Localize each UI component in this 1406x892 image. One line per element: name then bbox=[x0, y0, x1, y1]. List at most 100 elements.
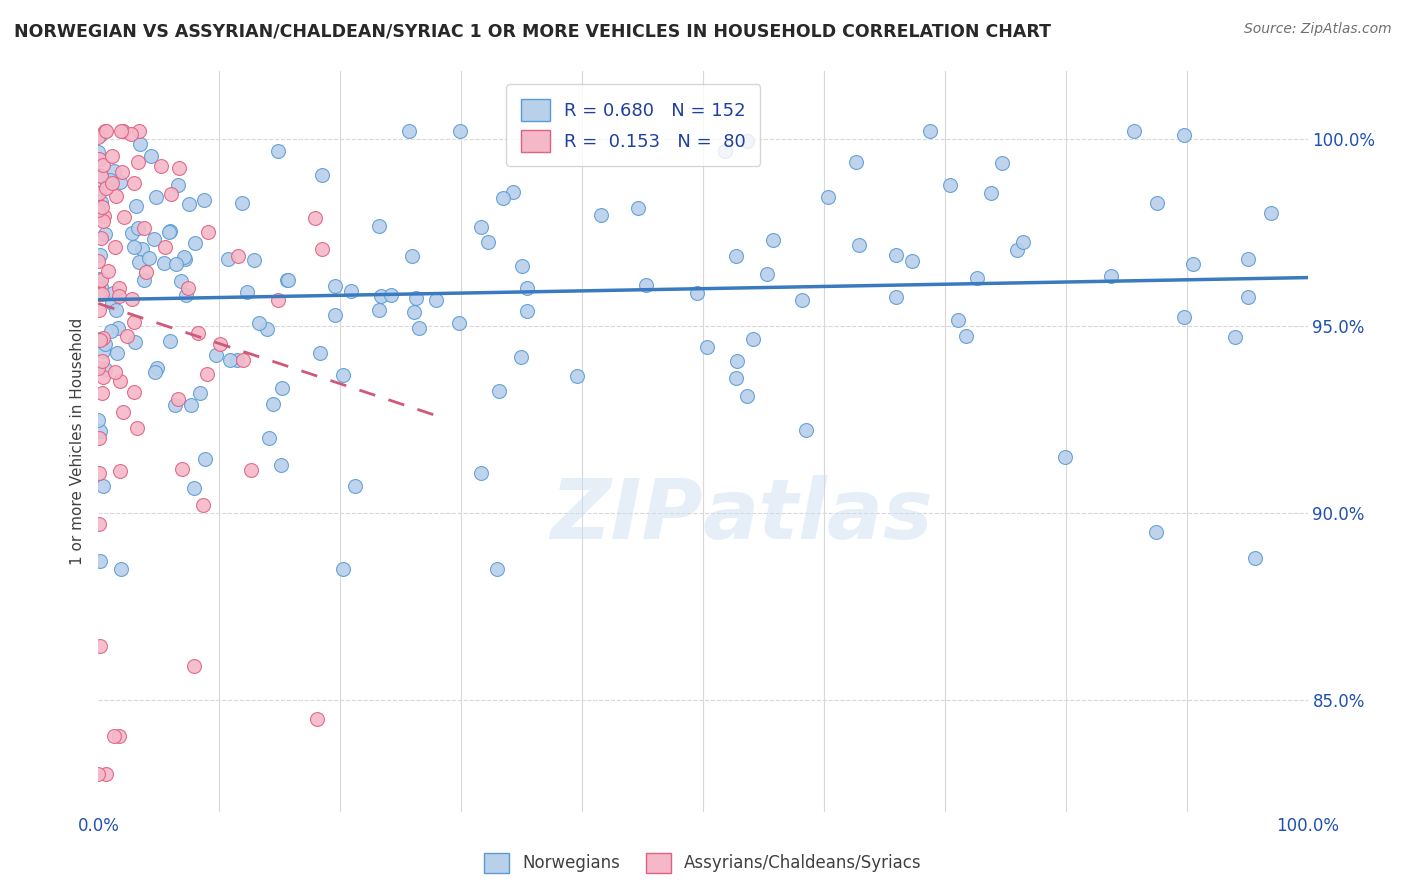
Point bbox=[167, 161, 190, 176]
Point bbox=[159, 334, 181, 349]
Point bbox=[939, 178, 962, 193]
Point bbox=[94, 227, 117, 241]
Point bbox=[1237, 290, 1260, 304]
Point bbox=[1182, 257, 1205, 271]
Point bbox=[91, 214, 114, 228]
Point bbox=[170, 274, 193, 288]
Point bbox=[502, 185, 524, 199]
Point bbox=[87, 302, 110, 317]
Point bbox=[87, 152, 110, 166]
Point bbox=[173, 250, 195, 264]
Point bbox=[231, 195, 253, 210]
Point bbox=[152, 256, 174, 270]
Point bbox=[380, 287, 402, 301]
Point bbox=[1223, 330, 1246, 344]
Point bbox=[94, 124, 117, 138]
Point bbox=[89, 554, 111, 568]
Point bbox=[509, 350, 531, 364]
Point bbox=[817, 190, 839, 204]
Point bbox=[627, 201, 650, 215]
Point bbox=[194, 451, 217, 466]
Point bbox=[173, 252, 195, 266]
Point bbox=[304, 211, 326, 226]
Point bbox=[91, 331, 114, 345]
Point bbox=[470, 466, 492, 480]
Point bbox=[104, 189, 127, 203]
Point bbox=[1122, 124, 1144, 138]
Point bbox=[307, 712, 329, 726]
Point bbox=[516, 304, 538, 318]
Point bbox=[332, 562, 354, 576]
Point bbox=[127, 154, 149, 169]
Point bbox=[87, 431, 110, 445]
Point bbox=[311, 242, 333, 256]
Point bbox=[131, 243, 153, 257]
Point bbox=[401, 249, 423, 263]
Text: NORWEGIAN VS ASSYRIAN/CHALDEAN/SYRIAC 1 OR MORE VEHICLES IN HOUSEHOLD CORRELATIO: NORWEGIAN VS ASSYRIAN/CHALDEAN/SYRIAC 1 … bbox=[14, 22, 1052, 40]
Point bbox=[174, 287, 197, 301]
Point bbox=[87, 145, 110, 159]
Point bbox=[87, 168, 110, 182]
Point bbox=[91, 370, 114, 384]
Point bbox=[90, 273, 112, 287]
Point bbox=[127, 220, 149, 235]
Point bbox=[1099, 269, 1122, 284]
Point bbox=[425, 293, 447, 307]
Point bbox=[90, 194, 112, 209]
Point bbox=[128, 136, 150, 151]
Point bbox=[104, 240, 127, 254]
Point bbox=[368, 302, 391, 317]
Point bbox=[696, 340, 718, 354]
Point bbox=[101, 285, 124, 300]
Point bbox=[125, 199, 148, 213]
Point bbox=[946, 313, 969, 327]
Point bbox=[332, 368, 354, 382]
Point bbox=[163, 398, 186, 412]
Point bbox=[488, 384, 510, 398]
Point bbox=[122, 240, 145, 254]
Point bbox=[100, 296, 122, 310]
Point bbox=[87, 202, 110, 217]
Point bbox=[121, 292, 143, 306]
Point bbox=[470, 220, 492, 235]
Point bbox=[91, 343, 114, 358]
Point bbox=[262, 397, 284, 411]
Point bbox=[1144, 525, 1167, 540]
Point bbox=[183, 481, 205, 495]
Point bbox=[155, 239, 177, 253]
Point bbox=[120, 127, 142, 141]
Point bbox=[1146, 196, 1168, 211]
Point bbox=[160, 187, 183, 202]
Point bbox=[89, 248, 111, 262]
Point bbox=[184, 236, 207, 251]
Point bbox=[103, 729, 125, 743]
Point bbox=[139, 148, 162, 162]
Point bbox=[87, 271, 110, 285]
Point bbox=[93, 209, 115, 223]
Point bbox=[93, 158, 115, 172]
Point bbox=[217, 252, 239, 266]
Point bbox=[193, 499, 215, 513]
Point bbox=[170, 462, 193, 476]
Point bbox=[308, 346, 330, 360]
Point bbox=[87, 186, 110, 200]
Point bbox=[108, 729, 131, 743]
Point bbox=[87, 206, 110, 220]
Point bbox=[87, 767, 110, 781]
Point bbox=[367, 219, 389, 233]
Point bbox=[135, 265, 157, 279]
Point bbox=[94, 124, 117, 138]
Point bbox=[901, 254, 924, 268]
Text: Source: ZipAtlas.com: Source: ZipAtlas.com bbox=[1244, 22, 1392, 37]
Point bbox=[725, 249, 748, 263]
Point bbox=[112, 405, 135, 419]
Point bbox=[477, 235, 499, 249]
Point bbox=[405, 291, 427, 305]
Point bbox=[193, 193, 215, 207]
Point bbox=[89, 332, 111, 346]
Point bbox=[125, 420, 148, 434]
Point bbox=[97, 264, 120, 278]
Point bbox=[1243, 550, 1265, 565]
Point bbox=[735, 389, 758, 403]
Point bbox=[128, 124, 150, 138]
